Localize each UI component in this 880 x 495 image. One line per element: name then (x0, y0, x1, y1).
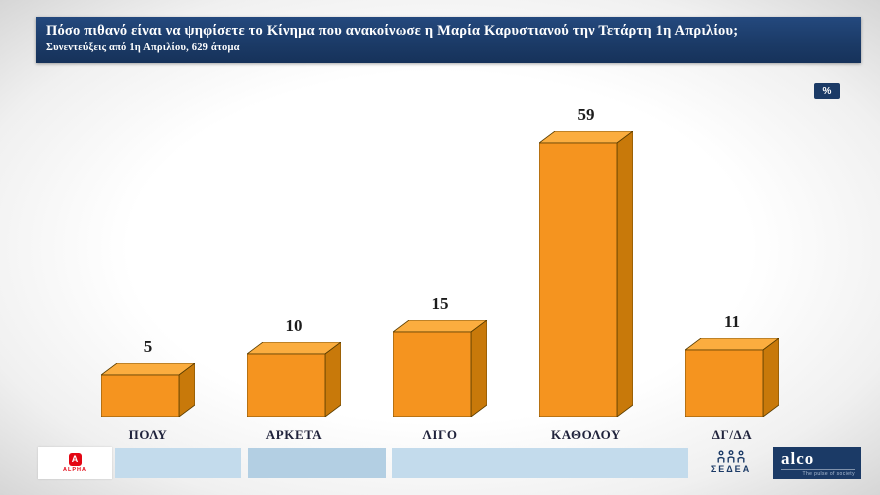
footer-strip (115, 448, 241, 478)
bar-group: 11 ΔΓ/ΔΑ (659, 312, 805, 443)
alpha-logo-label: ALPHA (63, 467, 87, 473)
bar-value-label: 5 (143, 337, 153, 356)
bar-group: 59 ΚΑΘΟΛΟΥ (513, 105, 659, 443)
alpha-tv-logo: A ALPHA (38, 447, 112, 479)
bar-category-label: ΚΑΘΟΛΟΥ (551, 427, 621, 442)
bar-3d (393, 320, 487, 417)
bar-category-label: ΑΡΚΕΤΑ (265, 427, 323, 442)
alco-tagline: The pulse of society (781, 468, 855, 477)
footer-strip (248, 448, 386, 478)
sedea-logo-label: ΣΕΔΕΑ (710, 464, 752, 474)
bar-3d (101, 363, 195, 417)
sedea-people-icon (717, 450, 745, 463)
question-subtitle: Συνεντεύξεις από 1η Απριλίου, 629 άτομα (46, 41, 240, 53)
question-title: Πόσο πιθανό είναι να ψηφίσετε το Κίνημα … (46, 23, 739, 39)
bar-3d (539, 131, 633, 417)
alpha-logo-icon: A (68, 453, 82, 466)
bar-3d (685, 338, 779, 417)
question-banner: Πόσο πιθανό είναι να ψηφίσετε το Κίνημα … (36, 17, 861, 63)
bar-group: 15 ΛΙΓΟ (367, 294, 513, 443)
bar-chart: 5 ΠΟΛΥ 10 ΑΡΚΕΤΑ 15 ΛΙΓΟ 59 ΚΑΘΟΛΟΥ 11 ΔΓ/ΔΑ (75, 92, 805, 443)
alco-logo-label: alco (781, 448, 815, 468)
footer-strip (392, 448, 688, 478)
bar-group: 10 ΑΡΚΕΤΑ (221, 316, 367, 443)
bar-group: 5 ΠΟΛΥ (75, 337, 221, 443)
bar-value-label: 59 (577, 105, 595, 124)
sedea-logo: ΣΕΔΕΑ (695, 445, 767, 479)
bar-value-label: 15 (431, 294, 449, 313)
alco-logo: alco The pulse of society (773, 447, 861, 479)
bar-category-label: ΠΟΛΥ (128, 427, 168, 442)
bar-value-label: 10 (285, 316, 303, 335)
bar-category-label: ΔΓ/ΔΑ (711, 427, 753, 442)
bar-3d (247, 342, 341, 417)
bar-value-label: 11 (723, 312, 741, 331)
percent-unit-badge: % (814, 83, 840, 99)
bar-category-label: ΛΙΓΟ (422, 427, 458, 442)
